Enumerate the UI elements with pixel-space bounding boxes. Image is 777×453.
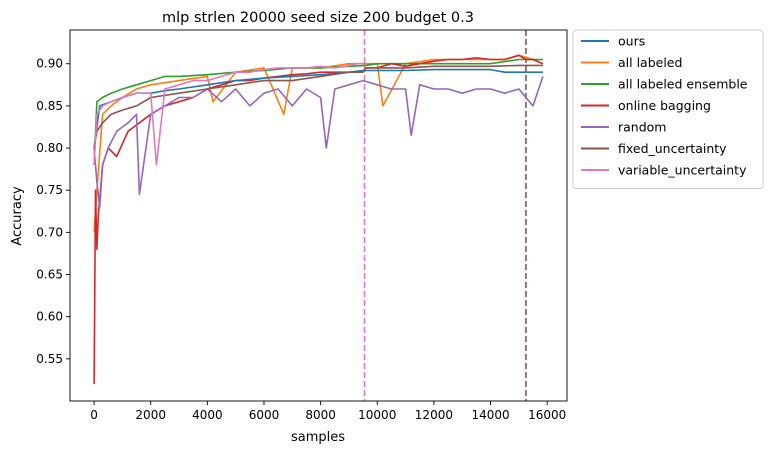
- y-tick-label: 0.70: [36, 225, 63, 239]
- series-line-random: [93, 76, 544, 208]
- x-tick-label: 12000: [415, 408, 453, 422]
- y-tick-label: 0.85: [36, 99, 63, 113]
- y-axis: 0.55 0.60 0.65 0.70 0.75 0.80 0.85 0.90: [36, 57, 70, 366]
- chart-title: mlp strlen 20000 seed size 200 budget 0.…: [162, 10, 474, 26]
- legend-entry-label: fixed_uncertainty: [618, 141, 727, 156]
- legend-entry-label: random: [618, 120, 666, 135]
- y-axis-label: Accuracy: [10, 186, 25, 246]
- legend-box: [572, 29, 764, 189]
- y-tick-label: 0.80: [36, 141, 63, 155]
- x-tick-label: 16000: [528, 408, 566, 422]
- legend-entry-label: all labeled ensemble: [618, 77, 748, 92]
- series-line-online-bagging: [93, 54, 544, 385]
- x-tick-label: 2000: [135, 408, 166, 422]
- x-tick-label: 14000: [471, 408, 509, 422]
- legend-entry-label: ours: [618, 34, 645, 49]
- y-tick-label: 0.90: [36, 57, 63, 71]
- series-line-fixed-uncertainty: [93, 64, 543, 149]
- x-tick-label: 6000: [249, 408, 280, 422]
- reference-lines: [363, 30, 527, 401]
- x-tick-label: 0: [90, 408, 98, 422]
- x-axis: 0 2000 4000 6000 8000 10000 12000 14000 16000: [90, 401, 566, 422]
- x-axis-label: samples: [291, 430, 345, 445]
- x-tick-label: 8000: [305, 408, 336, 422]
- x-tick-label: 4000: [192, 408, 223, 422]
- y-tick-label: 0.55: [36, 352, 63, 366]
- legend: ours all labeled all labeled ensemble onlin…: [572, 29, 764, 189]
- legend-entry-label: variable_uncertainty: [618, 163, 747, 178]
- x-tick-label: 10000: [358, 408, 396, 422]
- legend-entry-label: all labeled: [618, 55, 682, 70]
- plot-frame: [69, 29, 568, 402]
- y-tick-label: 0.65: [36, 268, 63, 282]
- series-line-variable-uncertainty: [93, 62, 365, 166]
- y-tick-label: 0.75: [36, 183, 63, 197]
- legend-entry-label: online bagging: [618, 98, 711, 113]
- series-lines: [93, 54, 544, 385]
- y-tick-label: 0.60: [36, 310, 63, 324]
- series-line-all-labeled-ensemble: [93, 58, 543, 165]
